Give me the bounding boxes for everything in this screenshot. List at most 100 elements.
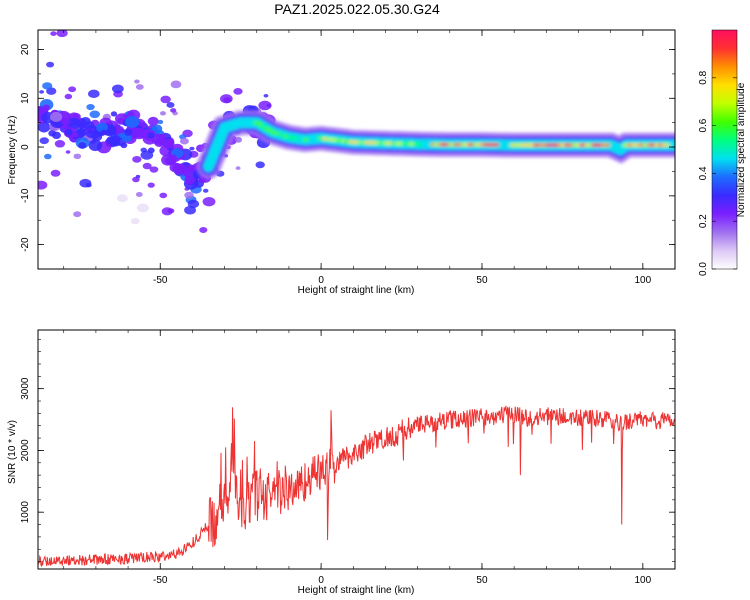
heatmap-cell (263, 94, 269, 98)
heatmap-y-tick-label: -10 (20, 188, 31, 203)
snr-x-tick-label: -50 (153, 575, 168, 586)
heatmap-cell (52, 131, 61, 140)
snr-y-tick-label: 3000 (20, 377, 31, 400)
heatmap-cell (233, 88, 243, 95)
heatmap-x-axis-title: Height of straight line (km) (298, 285, 415, 296)
heatmap-cell (91, 132, 103, 142)
heatmap-cell (67, 117, 81, 130)
heatmap-cell (106, 136, 117, 145)
heatmap-cell (38, 180, 48, 190)
heatmap-cell (202, 188, 209, 193)
heatmap-cell (124, 128, 133, 136)
heatmap-cell (134, 79, 140, 84)
heatmap-cell (108, 128, 117, 136)
heatmap-cell (85, 182, 92, 188)
heatmap-cell (160, 95, 171, 104)
heatmap-y-tick-label: 10 (20, 92, 31, 104)
heatmap-cell (184, 191, 194, 199)
heatmap-cell (412, 142, 423, 146)
heatmap-cell (120, 142, 128, 149)
heatmap-x-tick-label: 50 (476, 275, 488, 286)
heatmap-cell (64, 93, 73, 100)
snr-y-tick-label: 2000 (20, 439, 31, 462)
colorbar: 0.0 0.2 0.4 0.6 0.8 Normalized spectral ampl… (698, 29, 747, 276)
heatmap-cell (110, 111, 118, 117)
heatmap-cell (147, 182, 155, 188)
heatmap-y-tick-label: 20 (20, 44, 31, 56)
heatmap-cell (602, 143, 611, 147)
heatmap-ridge-band (196, 110, 675, 179)
heatmap-cell (159, 111, 166, 116)
heatmap-cell (111, 84, 124, 94)
heatmap-cell (132, 127, 144, 137)
snr-x-tick-label: 100 (634, 575, 651, 586)
heatmap-cell (166, 102, 175, 108)
heatmap-cell (135, 84, 144, 90)
heatmap-scatter-blobs (38, 30, 276, 233)
heatmap-cell (147, 116, 159, 126)
snr-y-axis-title: SNR (10 * v/v) (7, 420, 18, 484)
heatmap-cell (116, 194, 128, 203)
figure-title: PAZ1.2025.022.05.30.G24 (274, 1, 440, 17)
heatmap-cell (159, 192, 168, 199)
heatmap-cell (132, 176, 140, 183)
colorbar-tick-label: 0.4 (698, 166, 709, 180)
heatmap-y-ticks: -20 -10 0 10 20 (20, 44, 675, 270)
heatmap-cell (179, 137, 189, 145)
snr-frame (37, 329, 676, 570)
heatmap-cell (184, 175, 196, 185)
heatmap-cell (132, 155, 142, 163)
heatmap-cell (117, 117, 125, 124)
colorbar-tick-label: 0.6 (698, 118, 709, 132)
heatmap-cell (157, 119, 164, 125)
heatmap-panel: -50 0 50 100 -20 -10 0 10 20 Height of straight… (7, 29, 676, 296)
heatmap-cell (54, 140, 66, 148)
heatmap-cell (255, 161, 265, 169)
heatmap-cell (199, 226, 208, 233)
snr-y-ticks: 1000 2000 3000 (20, 338, 675, 562)
heatmap-y-tick-label: 0 (20, 144, 31, 150)
heatmap-cell (161, 207, 173, 216)
heatmap-cell (88, 89, 100, 99)
colorbar-ticks: 0.0 0.2 0.4 0.6 0.8 (698, 70, 737, 276)
heatmap-y-axis-title: Frequency (Hz) (7, 116, 18, 185)
heatmap-cell (220, 94, 233, 104)
heatmap-cell (42, 104, 50, 111)
heatmap-cell (78, 142, 87, 149)
heatmap-cell (189, 146, 195, 151)
heatmap-cell (202, 196, 216, 207)
heatmap-cell (234, 136, 243, 143)
heatmap-cell (50, 31, 57, 36)
heatmap-cell (125, 115, 140, 128)
heatmap-x-tick-label: 100 (634, 275, 651, 286)
heatmap-cell (301, 137, 310, 142)
heatmap-cell (161, 154, 175, 166)
snr-x-axis-title: Height of straight line (km) (298, 585, 415, 596)
heatmap-cell (38, 106, 44, 113)
colorbar-tick-label: 0.0 (698, 262, 709, 276)
heatmap-cell (115, 126, 125, 133)
heatmap-cell (135, 191, 143, 197)
snr-panel: -50 0 50 100 1000 2000 3000 Height of straigh… (7, 329, 676, 596)
heatmap-x-tick-label: 0 (318, 275, 324, 286)
heatmap-cell (64, 128, 73, 136)
heatmap-cell (170, 80, 182, 89)
heatmap-cell (68, 86, 77, 93)
colorbar-tick-label: 0.2 (698, 214, 709, 228)
heatmap-frame (37, 29, 676, 270)
heatmap-cell (56, 30, 68, 38)
snr-x-tick-label: 50 (476, 575, 488, 586)
heatmap-cell (491, 143, 500, 147)
heatmap-cell (89, 110, 101, 119)
heatmap-cell (50, 111, 63, 123)
heatmap-cell (43, 153, 52, 160)
heatmap-cell (170, 108, 177, 113)
heatmap-cell (149, 166, 159, 173)
heatmap-cell (271, 131, 281, 136)
heatmap-cell (258, 100, 272, 111)
heatmap-cell (140, 147, 147, 153)
heatmap-cell (38, 121, 51, 133)
heatmap-cell (136, 203, 149, 213)
colorbar-gradient (711, 29, 738, 270)
snr-x-ticks: -50 0 50 100 (63, 330, 676, 586)
